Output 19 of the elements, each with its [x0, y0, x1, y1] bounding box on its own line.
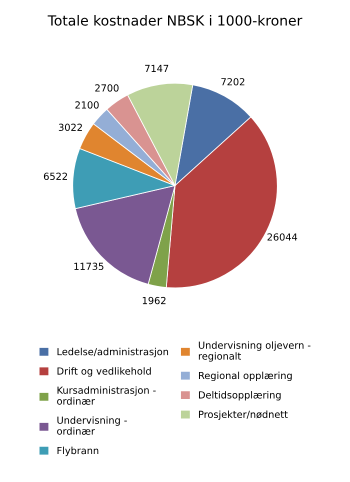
legend-label: Prosjekter/nødnett	[198, 410, 288, 420]
legend-label: Drift og vedlikehold	[58, 367, 151, 377]
legend-label: Kursadministrasjon - ordinær	[57, 386, 156, 405]
data-label: 11735	[74, 262, 104, 270]
legend-label: Deltidsopplæring	[198, 391, 281, 400]
data-label: 1962	[142, 296, 166, 304]
data-label: 7147	[145, 64, 168, 72]
data-label: 7202	[221, 78, 244, 86]
legend-label: Undervisning - ordinær	[57, 416, 127, 435]
data-label: 2100	[75, 101, 99, 109]
legend-label: Flybrann	[58, 446, 98, 456]
legend-label: Ledelse/administrasjon	[58, 348, 168, 358]
data-label: 26044	[267, 233, 298, 241]
data-label: 6522	[44, 172, 68, 180]
legend-label: Regional opplæring	[198, 372, 292, 382]
data-label: 3022	[58, 124, 82, 131]
data-label: 2700	[95, 84, 119, 92]
chart-title: Totale kostnader NBSK i 1000-kroner	[48, 14, 302, 26]
legend-label: Undervisning oljevern - regionalt	[198, 341, 310, 362]
